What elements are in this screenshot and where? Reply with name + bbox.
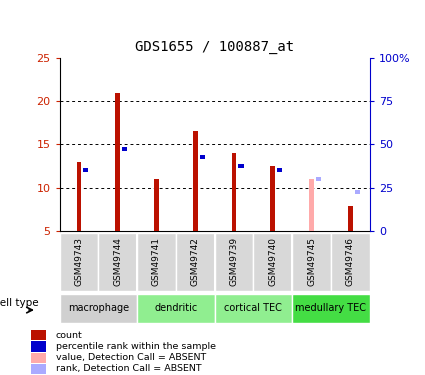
Bar xyxy=(31,330,46,340)
Text: GSM49742: GSM49742 xyxy=(191,237,200,286)
Bar xyxy=(309,179,314,231)
Text: macrophage: macrophage xyxy=(68,303,129,313)
Bar xyxy=(355,190,360,194)
Text: GSM49741: GSM49741 xyxy=(152,237,161,286)
Text: medullary TEC: medullary TEC xyxy=(295,303,366,313)
Bar xyxy=(154,179,159,231)
Text: GSM49746: GSM49746 xyxy=(346,237,355,286)
Bar xyxy=(348,207,353,231)
Bar xyxy=(200,155,205,159)
Text: dendritic: dendritic xyxy=(154,303,198,313)
Text: GSM49743: GSM49743 xyxy=(74,237,83,286)
FancyBboxPatch shape xyxy=(176,232,215,291)
Text: cortical TEC: cortical TEC xyxy=(224,303,282,313)
Bar xyxy=(31,341,46,352)
FancyBboxPatch shape xyxy=(60,232,98,291)
Bar xyxy=(76,162,81,231)
FancyBboxPatch shape xyxy=(60,294,137,323)
Text: GSM49739: GSM49739 xyxy=(230,237,238,286)
Text: count: count xyxy=(56,331,82,340)
Text: GSM49744: GSM49744 xyxy=(113,237,122,286)
FancyBboxPatch shape xyxy=(292,232,331,291)
Bar xyxy=(31,352,46,363)
FancyBboxPatch shape xyxy=(137,294,215,323)
Text: percentile rank within the sample: percentile rank within the sample xyxy=(56,342,215,351)
Bar xyxy=(31,364,46,374)
FancyBboxPatch shape xyxy=(137,232,176,291)
Title: GDS1655 / 100887_at: GDS1655 / 100887_at xyxy=(135,40,294,54)
Bar xyxy=(232,153,236,231)
Bar xyxy=(270,166,275,231)
Text: GSM49740: GSM49740 xyxy=(268,237,277,286)
FancyBboxPatch shape xyxy=(215,232,253,291)
Bar xyxy=(277,168,282,172)
Bar xyxy=(316,177,321,181)
Bar xyxy=(122,147,127,151)
Bar xyxy=(115,93,120,231)
Text: value, Detection Call = ABSENT: value, Detection Call = ABSENT xyxy=(56,353,206,362)
Text: cell type: cell type xyxy=(0,298,39,308)
Text: GSM49745: GSM49745 xyxy=(307,237,316,286)
FancyBboxPatch shape xyxy=(331,232,370,291)
FancyBboxPatch shape xyxy=(253,232,292,291)
FancyBboxPatch shape xyxy=(292,294,370,323)
Bar xyxy=(193,132,198,231)
Text: rank, Detection Call = ABSENT: rank, Detection Call = ABSENT xyxy=(56,364,201,374)
FancyBboxPatch shape xyxy=(98,232,137,291)
Bar xyxy=(83,168,88,172)
Bar xyxy=(238,164,244,168)
FancyBboxPatch shape xyxy=(215,294,292,323)
